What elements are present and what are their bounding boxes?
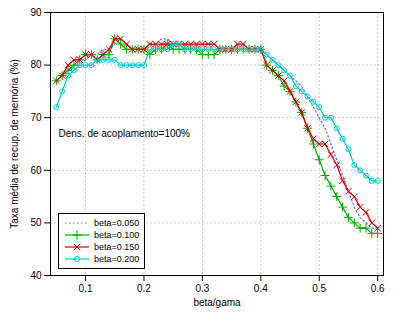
html-text:beta=0.150: beta=0.150	[94, 242, 140, 252]
svg-text:0.6: 0.6	[371, 283, 385, 294]
svg-text:70: 70	[30, 112, 42, 123]
svg-text:40: 40	[30, 270, 42, 281]
svg-text:beta/gama: beta/gama	[193, 297, 241, 308]
svg-text:90: 90	[30, 7, 42, 18]
svg-text:Dens. de acoplamento=100%: Dens. de acoplamento=100%	[59, 128, 191, 139]
svg-text:Taxa média de recup. de memóri: Taxa média de recup. de memória (%)	[9, 59, 20, 229]
html-text:beta=0.100: beta=0.100	[94, 230, 140, 240]
svg-text:60: 60	[30, 165, 42, 176]
svg-text:0.5: 0.5	[312, 283, 326, 294]
svg-text:0.3: 0.3	[195, 283, 209, 294]
html-text:beta=0.200: beta=0.200	[94, 254, 140, 264]
svg-text:80: 80	[30, 59, 42, 70]
html-text:beta=0.050: beta=0.050	[94, 218, 140, 228]
svg-text:0.2: 0.2	[137, 283, 151, 294]
svg-text:50: 50	[30, 217, 42, 228]
svg-text:0.1: 0.1	[79, 283, 93, 294]
svg-text:0.4: 0.4	[254, 283, 268, 294]
